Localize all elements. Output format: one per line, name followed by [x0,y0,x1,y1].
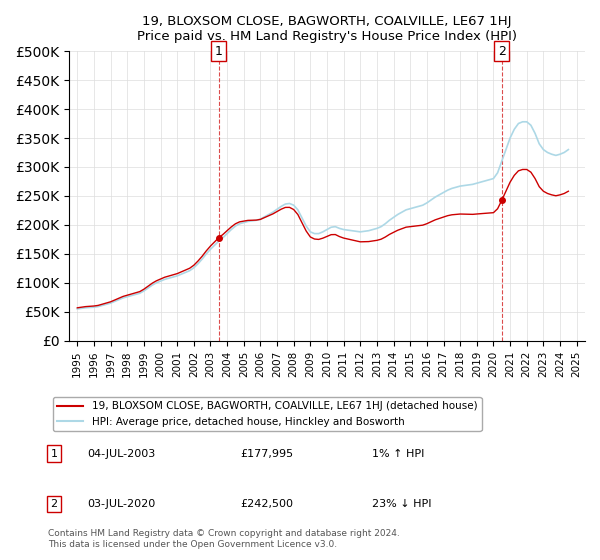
Text: 1: 1 [215,45,223,58]
Text: 2: 2 [50,499,58,509]
Text: £242,500: £242,500 [240,499,293,509]
Text: Contains HM Land Registry data © Crown copyright and database right 2024.
This d: Contains HM Land Registry data © Crown c… [48,529,400,549]
Text: 04-JUL-2003: 04-JUL-2003 [87,449,155,459]
Title: 19, BLOXSOM CLOSE, BAGWORTH, COALVILLE, LE67 1HJ
Price paid vs. HM Land Registry: 19, BLOXSOM CLOSE, BAGWORTH, COALVILLE, … [137,15,517,43]
Text: 2: 2 [498,45,506,58]
Text: 23% ↓ HPI: 23% ↓ HPI [372,499,431,509]
Text: £177,995: £177,995 [240,449,293,459]
Legend: 19, BLOXSOM CLOSE, BAGWORTH, COALVILLE, LE67 1HJ (detached house), HPI: Average : 19, BLOXSOM CLOSE, BAGWORTH, COALVILLE, … [53,397,482,431]
Text: 1: 1 [50,449,58,459]
Text: 1% ↑ HPI: 1% ↑ HPI [372,449,424,459]
Text: 03-JUL-2020: 03-JUL-2020 [87,499,155,509]
